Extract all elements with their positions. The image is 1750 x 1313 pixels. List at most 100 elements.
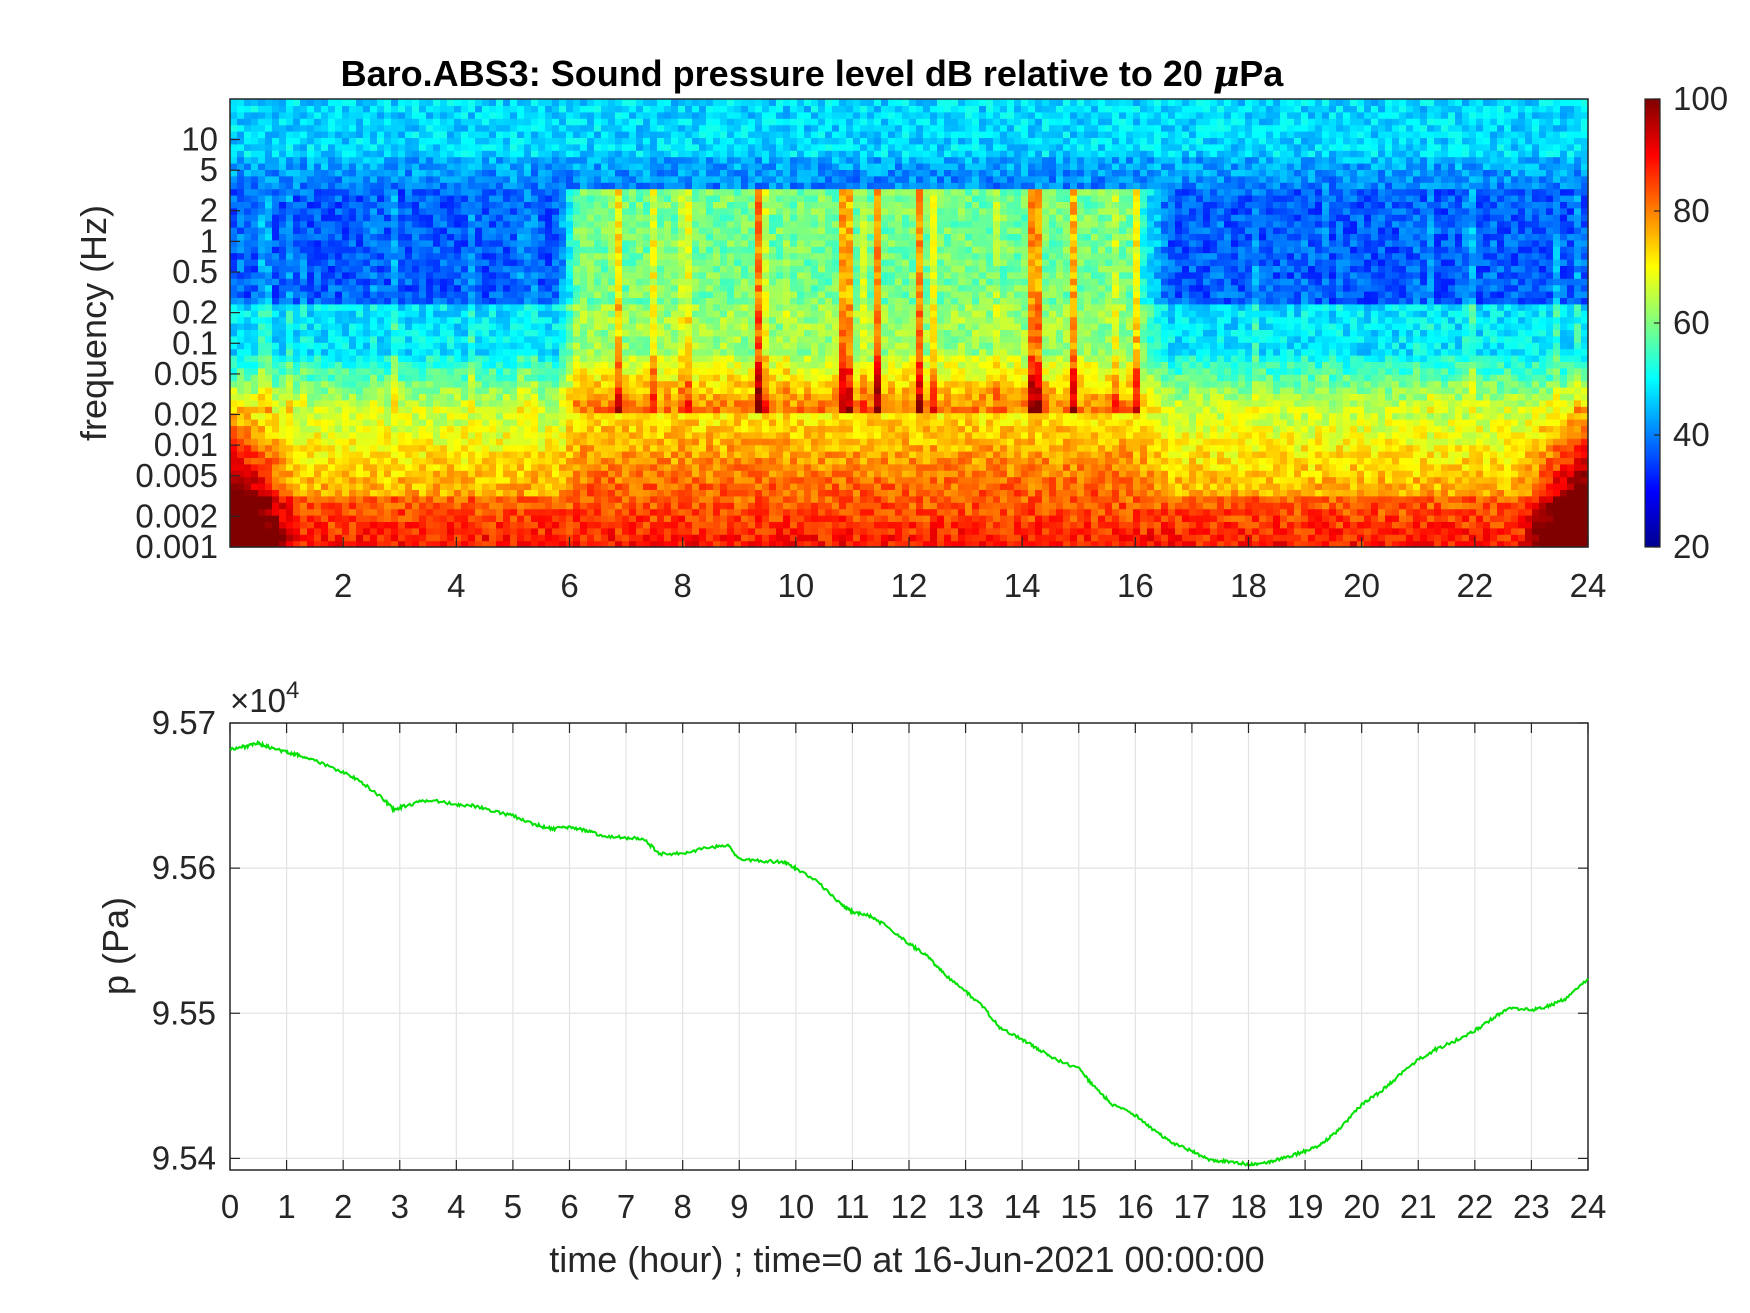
heatmap-cell xyxy=(720,406,728,414)
heatmap-cell xyxy=(314,163,322,170)
heatmap-cell xyxy=(230,419,238,426)
heatmap-cell xyxy=(657,419,665,426)
heatmap-cell xyxy=(468,207,476,215)
heatmap-cell xyxy=(279,502,287,510)
heatmap-cell xyxy=(475,227,483,234)
heatmap-cell xyxy=(608,393,616,401)
heatmap-cell xyxy=(594,169,602,177)
heatmap-cell xyxy=(244,220,252,228)
heatmap-cell xyxy=(335,175,343,183)
heatmap-cell xyxy=(552,348,560,356)
heatmap-cell xyxy=(692,355,700,362)
heatmap-cell xyxy=(482,278,490,286)
heatmap-cell xyxy=(510,175,518,183)
heatmap-cell xyxy=(251,521,259,529)
heatmap-cell xyxy=(601,457,609,465)
heatmap-cell xyxy=(594,463,602,471)
heatmap-cell xyxy=(335,508,343,516)
heatmap-cell xyxy=(419,252,427,260)
heatmap-cell xyxy=(300,438,308,446)
heatmap-cell xyxy=(566,515,574,522)
heatmap-cell xyxy=(573,233,581,241)
heatmap-cell xyxy=(685,227,693,234)
heatmap-cell xyxy=(321,527,329,535)
heatmap-cell xyxy=(629,444,637,452)
heatmap-cell xyxy=(601,233,609,241)
heatmap-cell xyxy=(468,265,476,273)
heatmap-cell xyxy=(587,259,595,266)
heatmap-cell xyxy=(391,355,399,362)
heatmap-cell xyxy=(293,419,301,426)
heatmap-cell xyxy=(384,444,392,452)
heatmap-cell xyxy=(475,355,483,362)
heatmap-cell xyxy=(692,246,700,254)
heatmap-cell xyxy=(300,380,308,388)
heatmap-cell xyxy=(531,239,539,247)
heatmap-cell xyxy=(356,284,364,292)
heatmap-cell xyxy=(713,438,721,446)
heatmap-cell xyxy=(657,150,665,158)
heatmap-cell xyxy=(258,438,266,446)
heatmap-cell xyxy=(426,393,434,401)
heatmap-cell xyxy=(657,438,665,446)
heatmap-cell xyxy=(363,406,371,414)
heatmap-cell xyxy=(300,483,308,490)
heatmap-cell xyxy=(440,201,448,209)
heatmap-cell xyxy=(433,521,441,529)
heatmap-cell xyxy=(370,399,378,407)
heatmap-cell xyxy=(314,131,322,138)
heatmap-cell xyxy=(510,143,518,151)
heatmap-cell xyxy=(468,271,476,279)
heatmap-cell xyxy=(265,444,273,452)
heatmap-cell xyxy=(328,335,336,343)
heatmap-cell xyxy=(664,527,672,535)
heatmap-cell xyxy=(251,387,259,394)
heatmap-cell xyxy=(468,329,476,337)
heatmap-cell xyxy=(244,297,252,305)
heatmap-cell xyxy=(468,303,476,311)
heatmap-cell xyxy=(671,348,679,356)
heatmap-cell xyxy=(692,265,700,273)
heatmap-cell xyxy=(489,508,497,516)
heatmap-cell xyxy=(552,463,560,471)
heatmap-cell xyxy=(293,521,301,529)
heatmap-cell xyxy=(314,137,322,145)
heatmap-cell xyxy=(384,195,392,202)
heatmap-cell xyxy=(433,156,441,164)
heatmap-cell xyxy=(461,182,469,190)
heatmap-cell xyxy=(650,393,658,401)
heatmap-cell xyxy=(559,111,567,119)
heatmap-cell xyxy=(461,214,469,222)
heatmap-cell xyxy=(615,195,623,202)
heatmap-cell xyxy=(524,355,532,362)
heatmap-cell xyxy=(545,163,553,170)
heatmap-cell xyxy=(272,483,280,490)
spectrogram-heatmap xyxy=(230,99,1589,548)
heatmap-cell xyxy=(342,361,350,369)
heatmap-cell xyxy=(335,99,343,106)
heatmap-cell xyxy=(475,393,483,401)
heatmap-cell xyxy=(370,99,378,106)
heatmap-cell xyxy=(258,515,266,522)
heatmap-cell xyxy=(692,361,700,369)
heatmap-cell xyxy=(629,265,637,273)
heatmap-cell xyxy=(510,387,518,394)
heatmap-cell xyxy=(328,540,336,548)
heatmap-cell xyxy=(258,124,266,132)
heatmap-cell xyxy=(237,111,245,119)
heatmap-cell xyxy=(650,316,658,324)
heatmap-cell xyxy=(594,431,602,439)
heatmap-cell xyxy=(454,444,462,452)
heatmap-cell xyxy=(447,342,455,350)
heatmap-cell xyxy=(279,271,287,279)
heatmap-cell xyxy=(286,265,294,273)
heatmap-cell xyxy=(608,188,616,196)
heatmap-cell xyxy=(545,483,553,490)
heatmap-cell xyxy=(692,483,700,490)
heatmap-cell xyxy=(251,470,259,478)
heatmap-cell xyxy=(706,175,714,183)
heatmap-cell xyxy=(552,367,560,375)
heatmap-cell xyxy=(321,163,329,170)
heatmap-cell xyxy=(265,182,273,190)
heatmap-cell xyxy=(559,163,567,170)
